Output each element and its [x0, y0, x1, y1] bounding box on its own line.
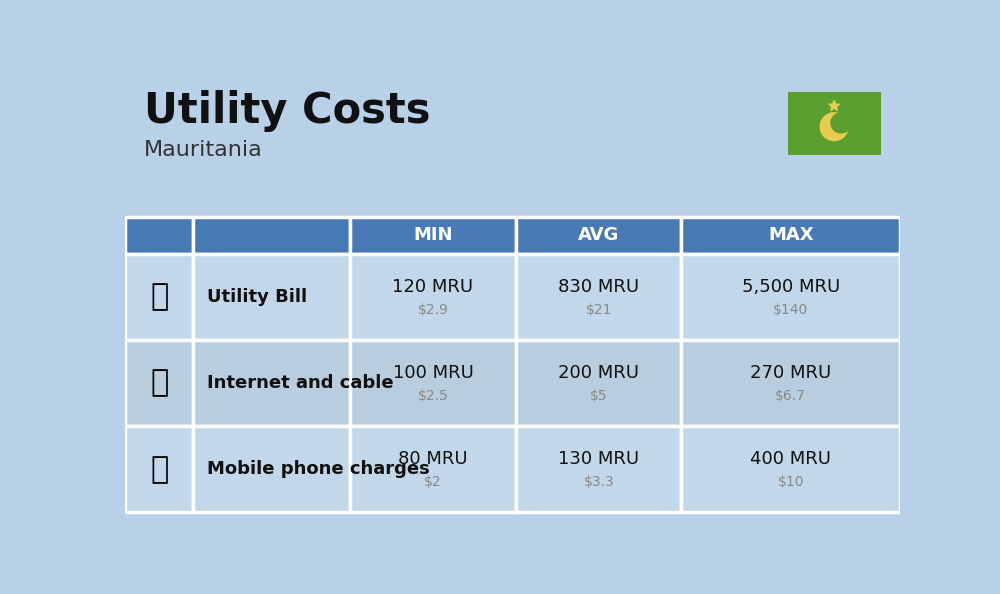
Text: $21: $21 [586, 303, 612, 317]
Text: $6.7: $6.7 [775, 389, 806, 403]
Text: 5,500 MRU: 5,500 MRU [742, 278, 840, 296]
Text: Mauritania: Mauritania [144, 140, 263, 160]
FancyBboxPatch shape [681, 340, 900, 426]
Text: 130 MRU: 130 MRU [558, 450, 639, 468]
FancyBboxPatch shape [350, 340, 516, 426]
FancyBboxPatch shape [125, 340, 193, 426]
Text: MIN: MIN [413, 226, 453, 244]
Text: 200 MRU: 200 MRU [558, 364, 639, 382]
FancyBboxPatch shape [681, 217, 900, 254]
FancyBboxPatch shape [125, 217, 193, 254]
FancyBboxPatch shape [350, 217, 516, 254]
Text: $10: $10 [777, 475, 804, 489]
FancyBboxPatch shape [193, 426, 350, 513]
FancyBboxPatch shape [193, 340, 350, 426]
Text: $5: $5 [590, 389, 608, 403]
FancyBboxPatch shape [681, 426, 900, 513]
Text: Mobile phone charges: Mobile phone charges [207, 460, 430, 478]
Text: 270 MRU: 270 MRU [750, 364, 831, 382]
Text: 📱: 📱 [150, 455, 168, 484]
FancyBboxPatch shape [193, 254, 350, 340]
FancyBboxPatch shape [516, 217, 681, 254]
Polygon shape [829, 100, 839, 110]
FancyBboxPatch shape [516, 426, 681, 513]
Text: Internet and cable: Internet and cable [207, 374, 394, 392]
FancyBboxPatch shape [350, 426, 516, 513]
FancyBboxPatch shape [193, 217, 350, 254]
FancyBboxPatch shape [681, 254, 900, 340]
Text: $2.9: $2.9 [418, 303, 448, 317]
FancyBboxPatch shape [516, 340, 681, 426]
Circle shape [820, 113, 848, 141]
Text: 80 MRU: 80 MRU [398, 450, 468, 468]
Text: 120 MRU: 120 MRU [392, 278, 474, 296]
FancyBboxPatch shape [125, 426, 193, 513]
FancyBboxPatch shape [350, 254, 516, 340]
Text: Utility Costs: Utility Costs [144, 90, 431, 132]
Text: AVG: AVG [578, 226, 620, 244]
FancyBboxPatch shape [125, 254, 193, 340]
Text: Utility Bill: Utility Bill [207, 288, 307, 306]
Text: 400 MRU: 400 MRU [750, 450, 831, 468]
Text: MAX: MAX [768, 226, 814, 244]
Text: $140: $140 [773, 303, 808, 317]
FancyBboxPatch shape [788, 92, 881, 155]
FancyBboxPatch shape [516, 254, 681, 340]
Text: $2: $2 [424, 475, 442, 489]
Circle shape [831, 113, 851, 133]
Text: 830 MRU: 830 MRU [558, 278, 639, 296]
Text: 100 MRU: 100 MRU [393, 364, 474, 382]
Text: $3.3: $3.3 [584, 475, 614, 489]
Text: 📶: 📶 [150, 369, 168, 397]
Text: $2.5: $2.5 [418, 389, 448, 403]
Text: 🔌: 🔌 [150, 282, 168, 311]
